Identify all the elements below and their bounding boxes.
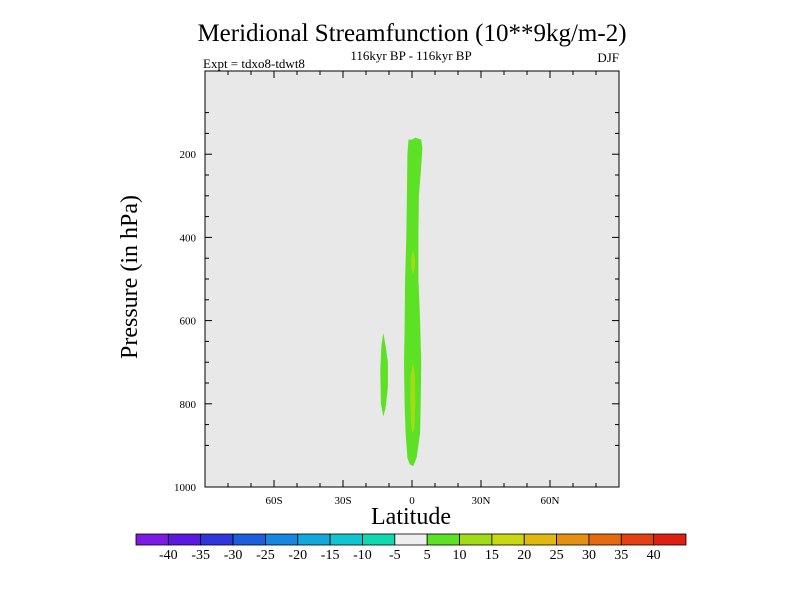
colorbar-box — [620, 533, 655, 546]
colorbar-box — [232, 533, 266, 546]
x-tick-label: 60N — [541, 495, 560, 507]
y-axis-label: Pressure (in hPa) — [117, 195, 143, 359]
contour-region-4 — [410, 362, 416, 433]
colorbar-label: -25 — [256, 548, 275, 563]
colorbar-box — [588, 533, 622, 546]
colorbar-label: -5 — [389, 548, 401, 563]
axis-ticks: 60S 30S 0 30N 60N 200 400 600 800 1000 — [174, 71, 619, 507]
colorbar-label: 15 — [485, 548, 499, 563]
experiment-label: Expt = tdxo8-tdwt8 — [203, 56, 305, 71]
colorbar-box — [200, 533, 234, 546]
x-axis-label: Latitude — [371, 504, 451, 530]
chart-subtitle: 116kyr BP - 116kyr BP — [350, 48, 471, 63]
colorbar-box — [459, 533, 493, 546]
colorbar-label: -10 — [353, 548, 372, 563]
colorbar-box — [135, 533, 169, 546]
colorbar-box — [167, 533, 202, 546]
colorbar-label: 25 — [550, 548, 564, 563]
chart-title: Meridional Streamfunction (10**9kg/m-2) — [197, 20, 626, 47]
colorbar-box — [653, 533, 687, 546]
y-tick-label: 200 — [180, 149, 197, 161]
contour-region-3 — [411, 249, 415, 275]
y-tick-label: 800 — [180, 399, 197, 411]
y-tick-label: 400 — [180, 232, 197, 244]
colorbar-box — [394, 533, 428, 546]
colorbar-box — [329, 533, 363, 546]
colorbar-box — [426, 533, 460, 546]
colorbar-label: 5 — [424, 548, 431, 563]
colorbar-label: 35 — [614, 548, 628, 563]
colorbar-box — [362, 533, 396, 546]
colorbar-box — [491, 533, 525, 546]
colorbar-label: -35 — [191, 548, 210, 563]
colorbar-box — [523, 533, 557, 546]
x-tick-label: 30N — [472, 495, 491, 507]
contour-region-1 — [404, 137, 423, 467]
y-tick-label: 1000 — [174, 482, 197, 494]
colorbar-box — [297, 533, 331, 546]
x-tick-label: 0 — [409, 495, 415, 507]
x-tick-label: 60S — [265, 495, 282, 507]
colorbar-label: -15 — [321, 548, 340, 563]
contour-region-2 — [380, 333, 388, 417]
colorbar-label: -30 — [224, 548, 243, 563]
colorbar-label: 20 — [517, 548, 531, 563]
colorbar-label: 10 — [453, 548, 467, 563]
colorbar-label: -40 — [159, 548, 178, 563]
y-tick-label: 600 — [180, 316, 197, 328]
colorbar-box — [556, 533, 590, 546]
colorbar-label: 30 — [582, 548, 596, 563]
colorbar-box — [265, 533, 299, 546]
contour-shapes — [204, 70, 620, 488]
colorbar-label: -20 — [288, 548, 307, 563]
colorbar-label: 40 — [647, 548, 661, 563]
season-label: DJF — [597, 50, 619, 65]
x-tick-label: 30S — [334, 495, 351, 507]
colorbar: -40 -35 -30 -25 -20 -15 -10 -5 5 10 15 20 25 30 35 40 — [135, 533, 687, 563]
